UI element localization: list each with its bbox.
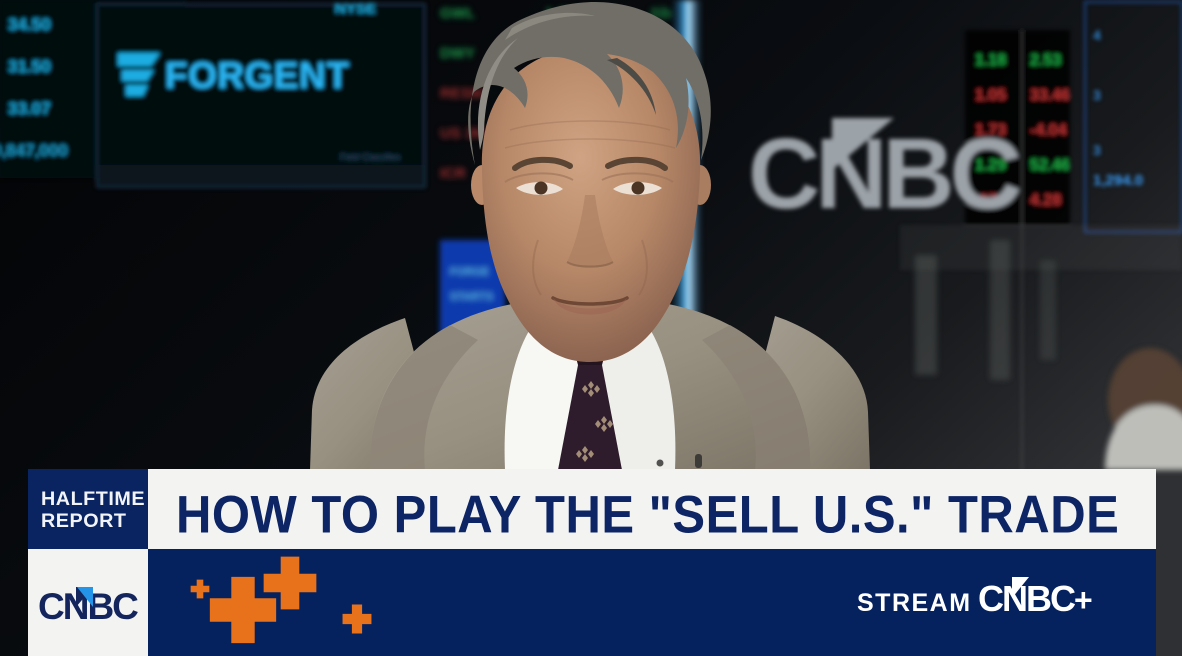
svg-text:FORGE: FORGE bbox=[450, 266, 489, 278]
svg-text:0,847,000: 0,847,000 bbox=[0, 141, 68, 160]
svg-text:31.50: 31.50 bbox=[8, 57, 51, 76]
svg-text:1,294.0: 1,294.0 bbox=[1093, 172, 1143, 189]
svg-text:ICR: ICR bbox=[440, 165, 466, 182]
svg-text:FORGENT: FORGENT bbox=[165, 55, 349, 96]
svg-text:Field Classifies: Field Classifies bbox=[340, 152, 401, 162]
svg-text:33.07: 33.07 bbox=[8, 99, 51, 118]
svg-text:GWL: GWL bbox=[440, 5, 475, 22]
svg-text:2.53: 2.53 bbox=[1030, 52, 1061, 69]
svg-text:4.28: 4.28 bbox=[1030, 192, 1061, 209]
svg-text:3: 3 bbox=[1093, 87, 1101, 103]
svg-text:1.05: 1.05 bbox=[975, 87, 1006, 104]
svg-text:1.18: 1.18 bbox=[975, 52, 1006, 69]
svg-text:DWY: DWY bbox=[440, 45, 475, 62]
svg-text:+: + bbox=[1074, 582, 1093, 618]
svg-text:NYSE: NYSE bbox=[335, 0, 376, 17]
svg-text:-4.04: -4.04 bbox=[1030, 122, 1067, 139]
svg-text:STARTS: STARTS bbox=[450, 291, 493, 303]
svg-text:34.50: 34.50 bbox=[8, 15, 51, 34]
svg-text:3: 3 bbox=[1093, 142, 1101, 158]
svg-text:33.46: 33.46 bbox=[1030, 87, 1070, 104]
svg-text:STREAM: STREAM bbox=[857, 589, 972, 617]
svg-text:CNBC: CNBC bbox=[978, 578, 1076, 619]
svg-text:52.46: 52.46 bbox=[1030, 157, 1070, 174]
svg-text:CNBC: CNBC bbox=[748, 118, 1020, 230]
svg-text:4: 4 bbox=[1093, 27, 1101, 43]
